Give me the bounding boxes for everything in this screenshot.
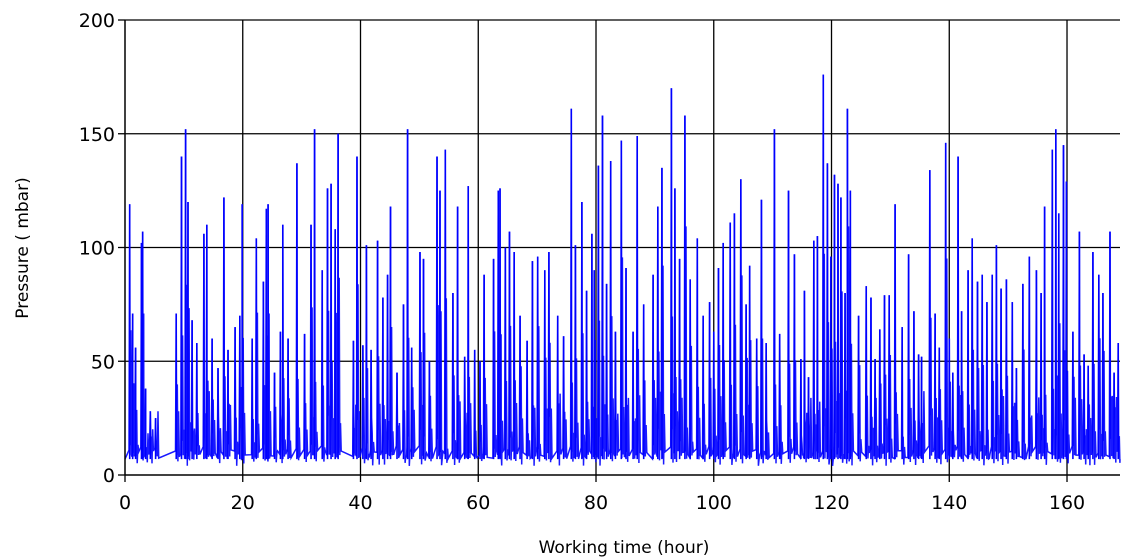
x-tick-label: 0 [119,492,131,514]
y-tick-label: 50 [91,351,115,373]
x-axis-label: Working time (hour) [539,538,710,558]
x-tick-label: 160 [1049,492,1085,514]
x-tick-label: 20 [231,492,255,514]
y-tick-label: 200 [79,10,115,32]
x-tick-label: 140 [931,492,967,514]
y-tick-label: 0 [103,465,115,487]
y-axis-ticks: 0 50 100 150 200 [79,10,125,487]
x-tick-label: 80 [584,492,608,514]
x-axis-ticks: 0 20 40 60 80 100 120 140 160 [119,475,1085,514]
y-tick-label: 100 [79,238,115,260]
y-axis-label: Pressure ( mbar) [13,177,33,318]
x-tick-label: 120 [813,492,849,514]
x-tick-label: 40 [348,492,372,514]
y-tick-label: 150 [79,124,115,146]
series-group [124,74,1121,466]
x-tick-label: 60 [466,492,490,514]
x-tick-label: 100 [696,492,732,514]
